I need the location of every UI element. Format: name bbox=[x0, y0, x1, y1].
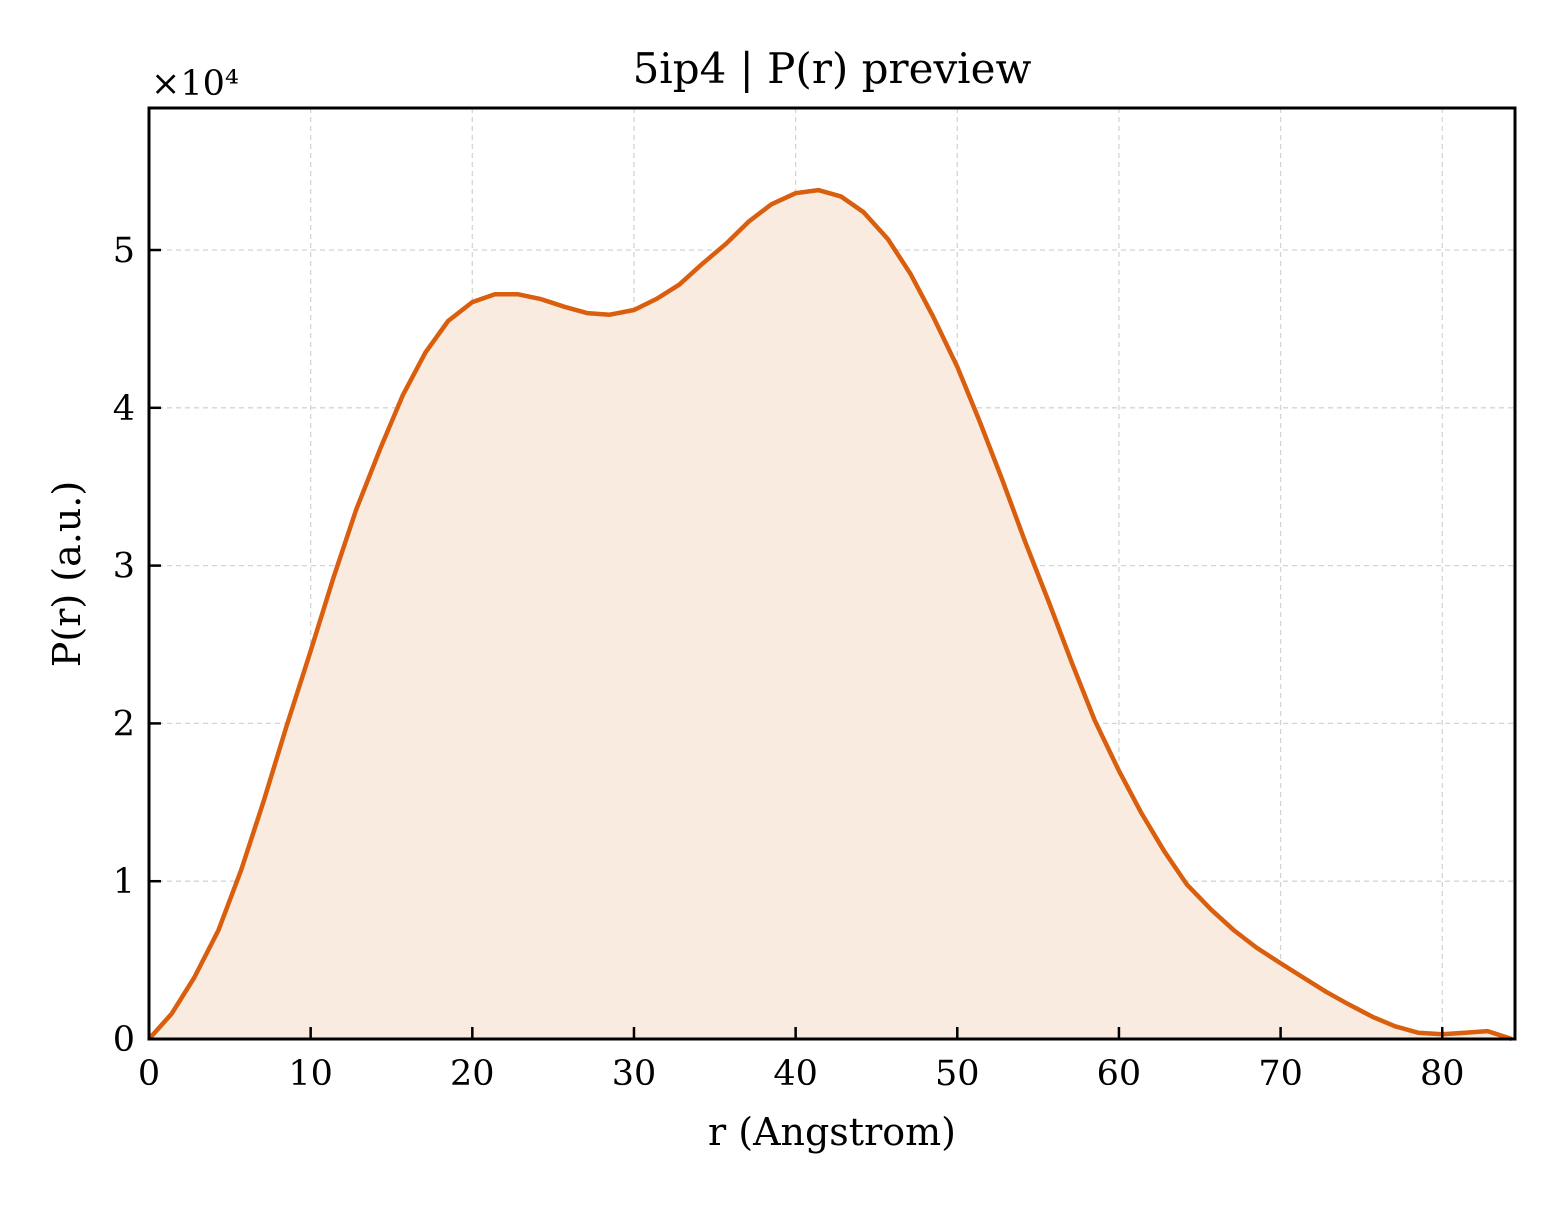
x-tick-label: 20 bbox=[450, 1054, 495, 1094]
x-tick-label: 60 bbox=[1097, 1054, 1142, 1094]
plot-frame bbox=[147, 106, 1517, 1041]
y-axis-label: P(r) (a.u.) bbox=[45, 481, 89, 667]
y-tick-label: 3 bbox=[113, 547, 135, 587]
y-tick-label: 5 bbox=[113, 231, 135, 271]
x-tick-label: 40 bbox=[773, 1054, 818, 1094]
pr-area-fill bbox=[149, 190, 1512, 1040]
x-tick-label: 50 bbox=[935, 1054, 980, 1094]
x-axis-label: r (Angstrom) bbox=[708, 1110, 956, 1154]
y-tick-label: 2 bbox=[113, 704, 135, 744]
y-axis-ticks: 0 1 2 3 4 5 bbox=[113, 231, 161, 1060]
x-tick-label: 30 bbox=[612, 1054, 657, 1094]
y-tick-label: 4 bbox=[113, 389, 135, 429]
y-axis-multiplier: ×10⁴ bbox=[151, 64, 239, 104]
x-tick-label: 10 bbox=[288, 1054, 333, 1094]
chart-title: 5ip4 | P(r) preview bbox=[633, 44, 1032, 93]
x-tick-label: 70 bbox=[1258, 1054, 1303, 1094]
x-axis-ticks: 0 10 20 30 40 50 60 70 80 bbox=[138, 1027, 1465, 1094]
x-tick-label: 0 bbox=[138, 1054, 160, 1094]
y-tick-label: 1 bbox=[113, 862, 135, 902]
y-tick-label: 0 bbox=[113, 1020, 135, 1060]
pr-curve-line bbox=[147, 187, 1513, 1042]
x-tick-label: 80 bbox=[1420, 1054, 1465, 1094]
